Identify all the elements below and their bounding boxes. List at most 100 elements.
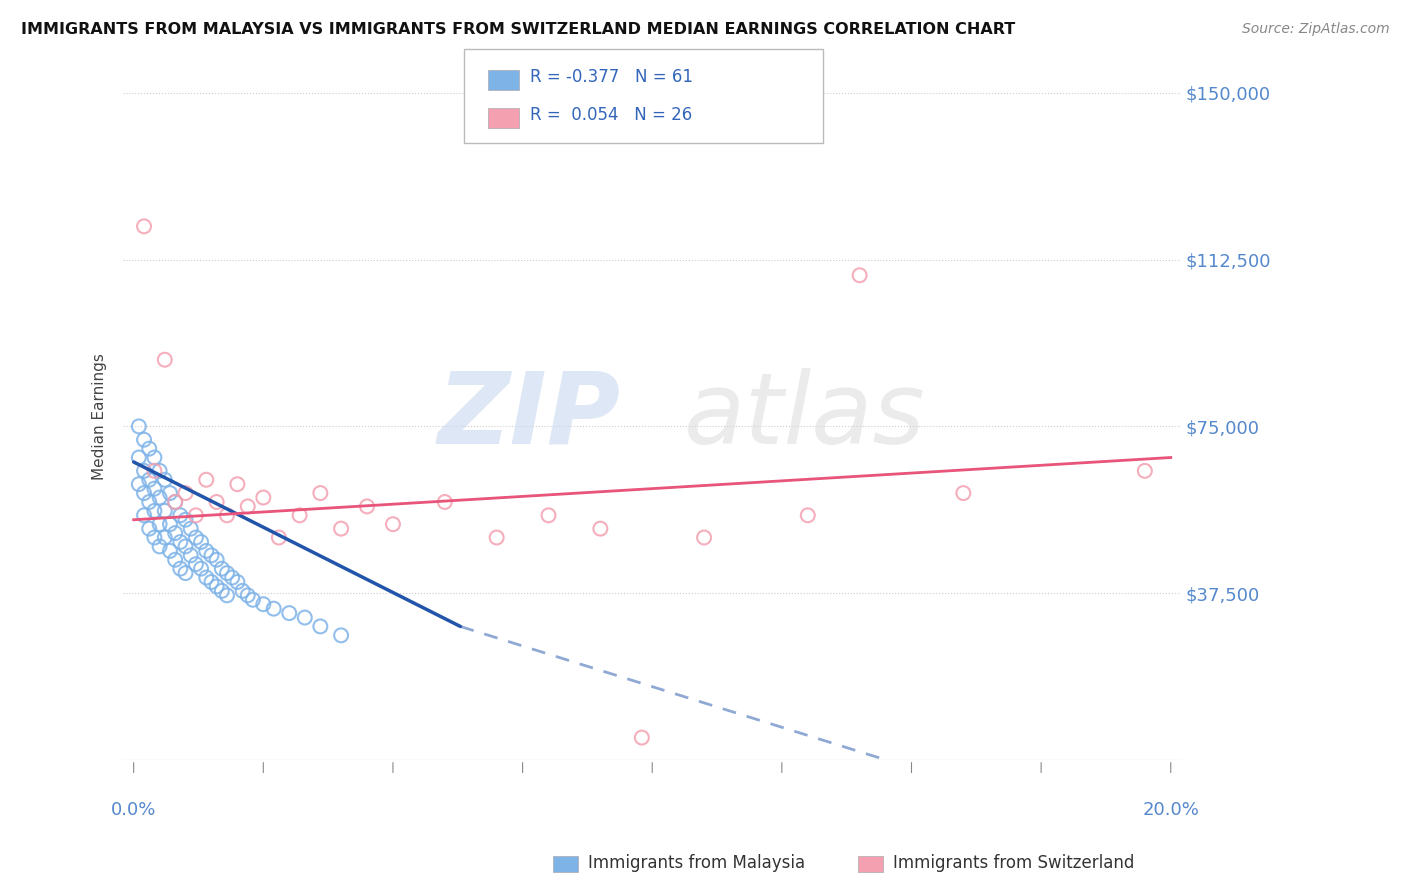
- Point: [180, 549, 202, 563]
- Point: [309, 486, 332, 500]
- Point: [242, 592, 264, 607]
- Point: [1133, 464, 1156, 478]
- Point: [132, 464, 155, 478]
- Point: [278, 606, 301, 620]
- Point: [149, 464, 172, 478]
- Point: [381, 517, 404, 532]
- Text: ZIP: ZIP: [437, 368, 620, 465]
- Point: [205, 495, 228, 509]
- Point: [143, 464, 166, 478]
- Text: Immigrants from Malaysia: Immigrants from Malaysia: [588, 854, 804, 871]
- Point: [330, 522, 353, 536]
- Point: [236, 588, 259, 602]
- Point: [330, 628, 353, 642]
- Point: [848, 268, 870, 283]
- Point: [169, 562, 191, 576]
- Point: [294, 610, 316, 624]
- Point: [138, 522, 160, 536]
- Point: [200, 574, 222, 589]
- Point: [169, 535, 191, 549]
- Point: [211, 562, 233, 576]
- Point: [693, 531, 716, 545]
- Point: [165, 495, 187, 509]
- Point: [180, 522, 202, 536]
- Point: [215, 588, 238, 602]
- Point: [128, 419, 150, 434]
- Point: [132, 219, 155, 234]
- Point: [485, 531, 508, 545]
- Point: [263, 601, 285, 615]
- Point: [138, 473, 160, 487]
- Point: [143, 482, 166, 496]
- Point: [288, 508, 311, 523]
- Text: 20.0%: 20.0%: [1142, 801, 1199, 819]
- Point: [252, 597, 274, 611]
- Point: [165, 553, 187, 567]
- Point: [252, 491, 274, 505]
- Point: [195, 473, 218, 487]
- Point: [309, 619, 332, 633]
- Text: 0.0%: 0.0%: [111, 801, 156, 819]
- Text: R =  0.054   N = 26: R = 0.054 N = 26: [530, 106, 692, 124]
- Point: [356, 500, 378, 514]
- Point: [174, 486, 197, 500]
- Point: [211, 583, 233, 598]
- Point: [433, 495, 456, 509]
- Text: IMMIGRANTS FROM MALAYSIA VS IMMIGRANTS FROM SWITZERLAND MEDIAN EARNINGS CORRELAT: IMMIGRANTS FROM MALAYSIA VS IMMIGRANTS F…: [21, 22, 1015, 37]
- Point: [153, 504, 176, 518]
- Point: [195, 544, 218, 558]
- Text: Source: ZipAtlas.com: Source: ZipAtlas.com: [1241, 22, 1389, 37]
- Point: [589, 522, 612, 536]
- Point: [952, 486, 974, 500]
- Point: [165, 495, 187, 509]
- Point: [159, 517, 181, 532]
- Point: [132, 508, 155, 523]
- Point: [232, 583, 254, 598]
- Point: [153, 352, 176, 367]
- Point: [174, 513, 197, 527]
- Point: [138, 442, 160, 456]
- Point: [128, 477, 150, 491]
- Y-axis label: Median Earnings: Median Earnings: [93, 353, 107, 480]
- Point: [205, 553, 228, 567]
- Point: [184, 531, 207, 545]
- Point: [169, 508, 191, 523]
- Point: [184, 508, 207, 523]
- Point: [132, 433, 155, 447]
- Point: [205, 579, 228, 593]
- Point: [190, 562, 212, 576]
- Point: [226, 574, 249, 589]
- Point: [153, 473, 176, 487]
- Point: [159, 486, 181, 500]
- Text: atlas: atlas: [683, 368, 925, 465]
- Point: [221, 570, 243, 584]
- Point: [215, 566, 238, 580]
- Point: [195, 570, 218, 584]
- Point: [236, 500, 259, 514]
- Text: R = -0.377   N = 61: R = -0.377 N = 61: [530, 68, 693, 87]
- Point: [190, 535, 212, 549]
- Point: [143, 531, 166, 545]
- Point: [159, 544, 181, 558]
- Point: [149, 517, 172, 532]
- Point: [138, 495, 160, 509]
- Point: [128, 450, 150, 465]
- Point: [149, 540, 172, 554]
- Point: [153, 531, 176, 545]
- Point: [174, 566, 197, 580]
- Point: [631, 731, 654, 745]
- Point: [174, 540, 197, 554]
- Point: [184, 558, 207, 572]
- Point: [143, 504, 166, 518]
- Point: [143, 450, 166, 465]
- Point: [267, 531, 290, 545]
- Point: [215, 508, 238, 523]
- Point: [132, 486, 155, 500]
- Point: [165, 526, 187, 541]
- Point: [797, 508, 820, 523]
- Point: [226, 477, 249, 491]
- Point: [537, 508, 560, 523]
- Point: [200, 549, 222, 563]
- Point: [149, 491, 172, 505]
- Text: Immigrants from Switzerland: Immigrants from Switzerland: [893, 854, 1135, 871]
